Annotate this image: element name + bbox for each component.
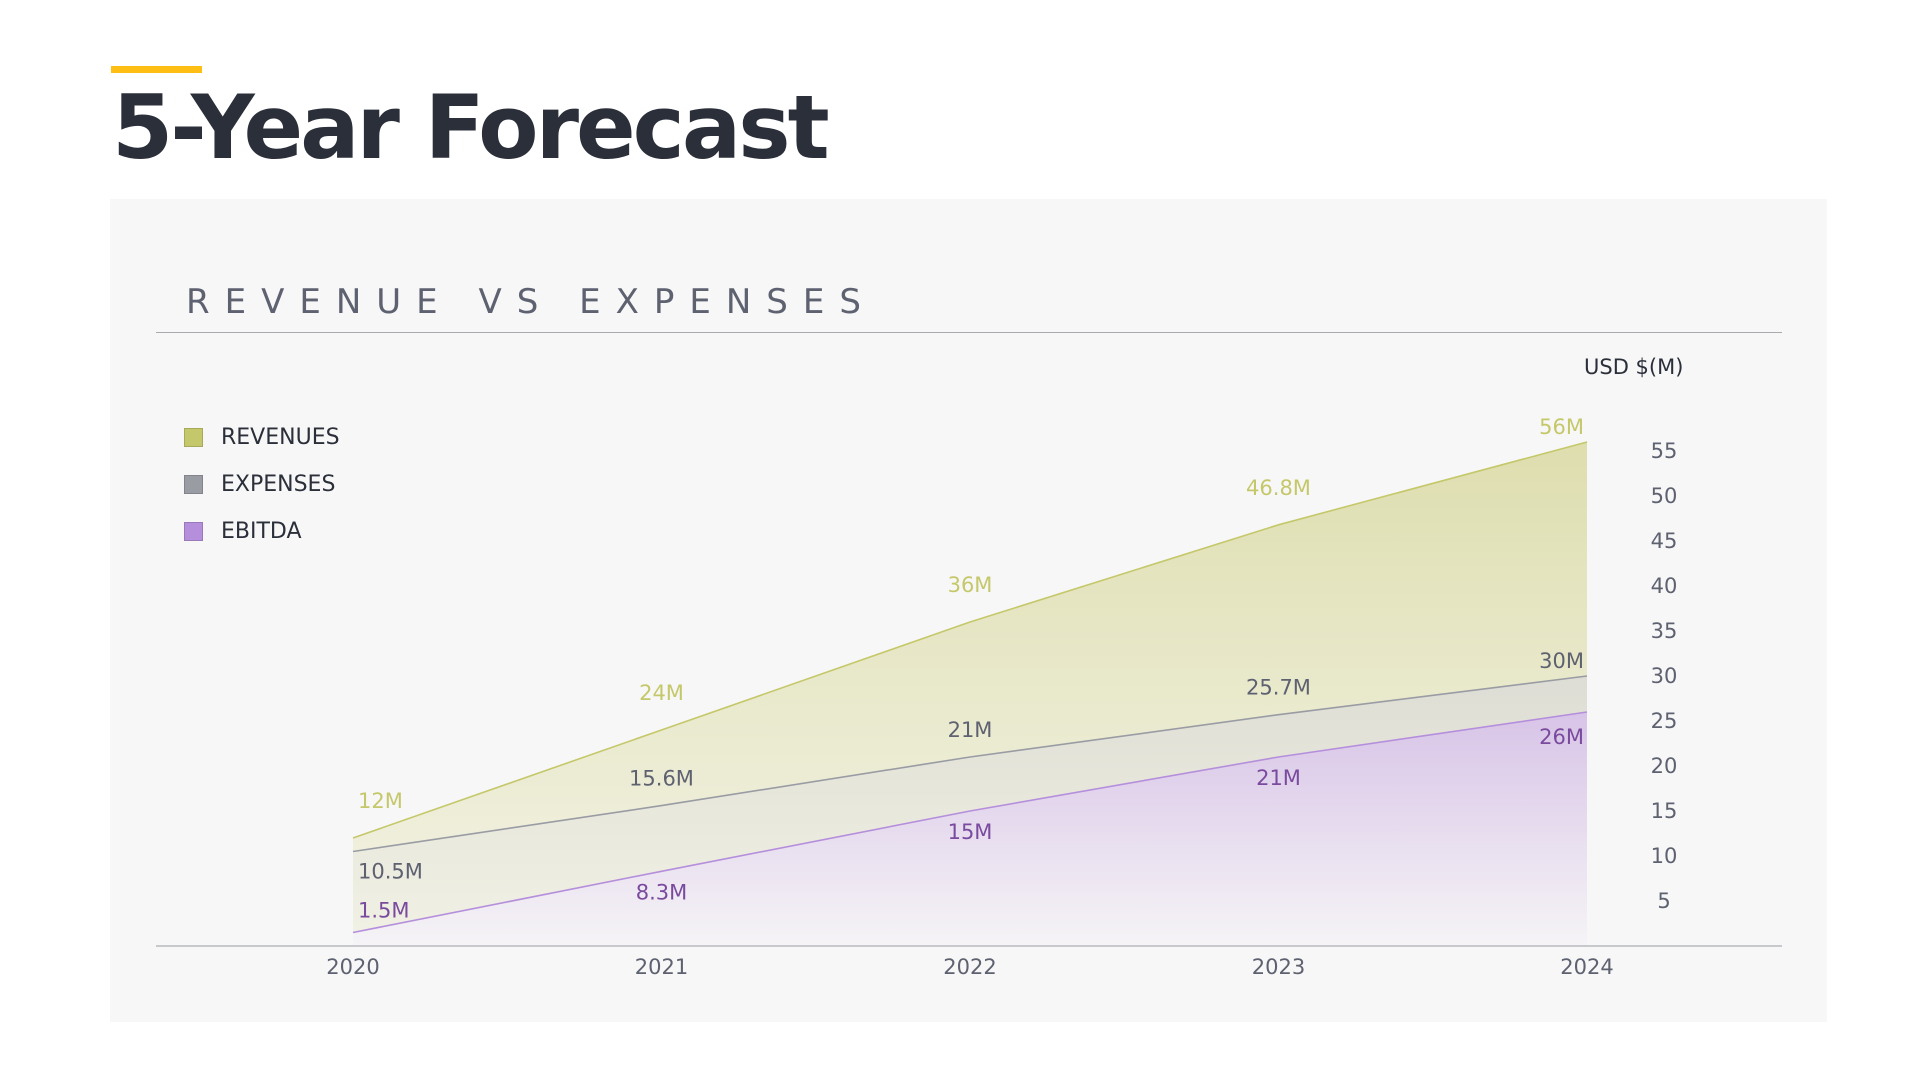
x-tick-label: 2020 [326, 955, 379, 979]
y-tick-label: 55 [1651, 439, 1678, 463]
ebitda-data-label: 26M [1539, 725, 1584, 749]
expenses-data-label: 15.6M [629, 767, 694, 791]
y-tick-label: 25 [1651, 709, 1678, 733]
legend-label: EXPENSES [221, 472, 336, 497]
title-accent-bar [111, 66, 202, 73]
x-tick-label: 2024 [1560, 955, 1613, 979]
chart-title: REVENUE VS EXPENSES [186, 282, 876, 322]
ebitda-area [353, 712, 1587, 946]
legend-item-ebitda: EBITDA [184, 508, 340, 555]
y-axis-unit-label: USD $(M) [1584, 355, 1684, 379]
y-tick-label: 35 [1651, 619, 1678, 643]
revenues-line [352, 441, 1588, 839]
legend-item-revenues: REVENUES [184, 414, 340, 461]
y-tick-label: 15 [1651, 799, 1678, 823]
ebitda-line [352, 711, 1588, 934]
x-tick-label: 2022 [943, 955, 996, 979]
legend-item-expenses: EXPENSES [184, 461, 340, 508]
ebitda-data-label: 15M [948, 820, 993, 844]
legend-swatch-ebitda [184, 522, 203, 541]
y-tick-label: 30 [1651, 664, 1678, 688]
page-title: 5-Year Forecast [112, 76, 830, 179]
ebitda-data-label: 8.3M [636, 880, 688, 904]
y-tick-label: 45 [1651, 529, 1678, 553]
revenues-data-label: 24M [639, 681, 684, 705]
expenses-data-label: 10.5M [358, 860, 423, 884]
legend-label: EBITDA [221, 519, 302, 544]
y-tick-label: 50 [1651, 484, 1678, 508]
revenues-data-label: 46.8M [1246, 476, 1311, 500]
legend-swatch-revenues [184, 428, 203, 447]
expenses-data-label: 25.7M [1246, 676, 1311, 700]
chart-legend: REVENUES EXPENSES EBITDA [184, 414, 340, 555]
x-tick-label: 2021 [635, 955, 688, 979]
revenues-data-label: 56M [1539, 415, 1584, 439]
revenues-data-label: 12M [358, 789, 403, 813]
revenues-data-label: 36M [948, 573, 993, 597]
legend-swatch-expenses [184, 475, 203, 494]
y-tick-label: 5 [1657, 889, 1670, 913]
x-tick-label: 2023 [1252, 955, 1305, 979]
expenses-data-label: 21M [948, 718, 993, 742]
chart-title-divider [156, 332, 1782, 333]
ebitda-data-label: 21M [1256, 766, 1301, 790]
expenses-data-label: 30M [1539, 649, 1584, 673]
legend-label: REVENUES [221, 425, 340, 450]
y-tick-label: 20 [1651, 754, 1678, 778]
expenses-line [352, 675, 1588, 853]
y-tick-label: 40 [1651, 574, 1678, 598]
y-tick-label: 10 [1651, 844, 1678, 868]
ebitda-data-label: 1.5M [358, 899, 410, 923]
